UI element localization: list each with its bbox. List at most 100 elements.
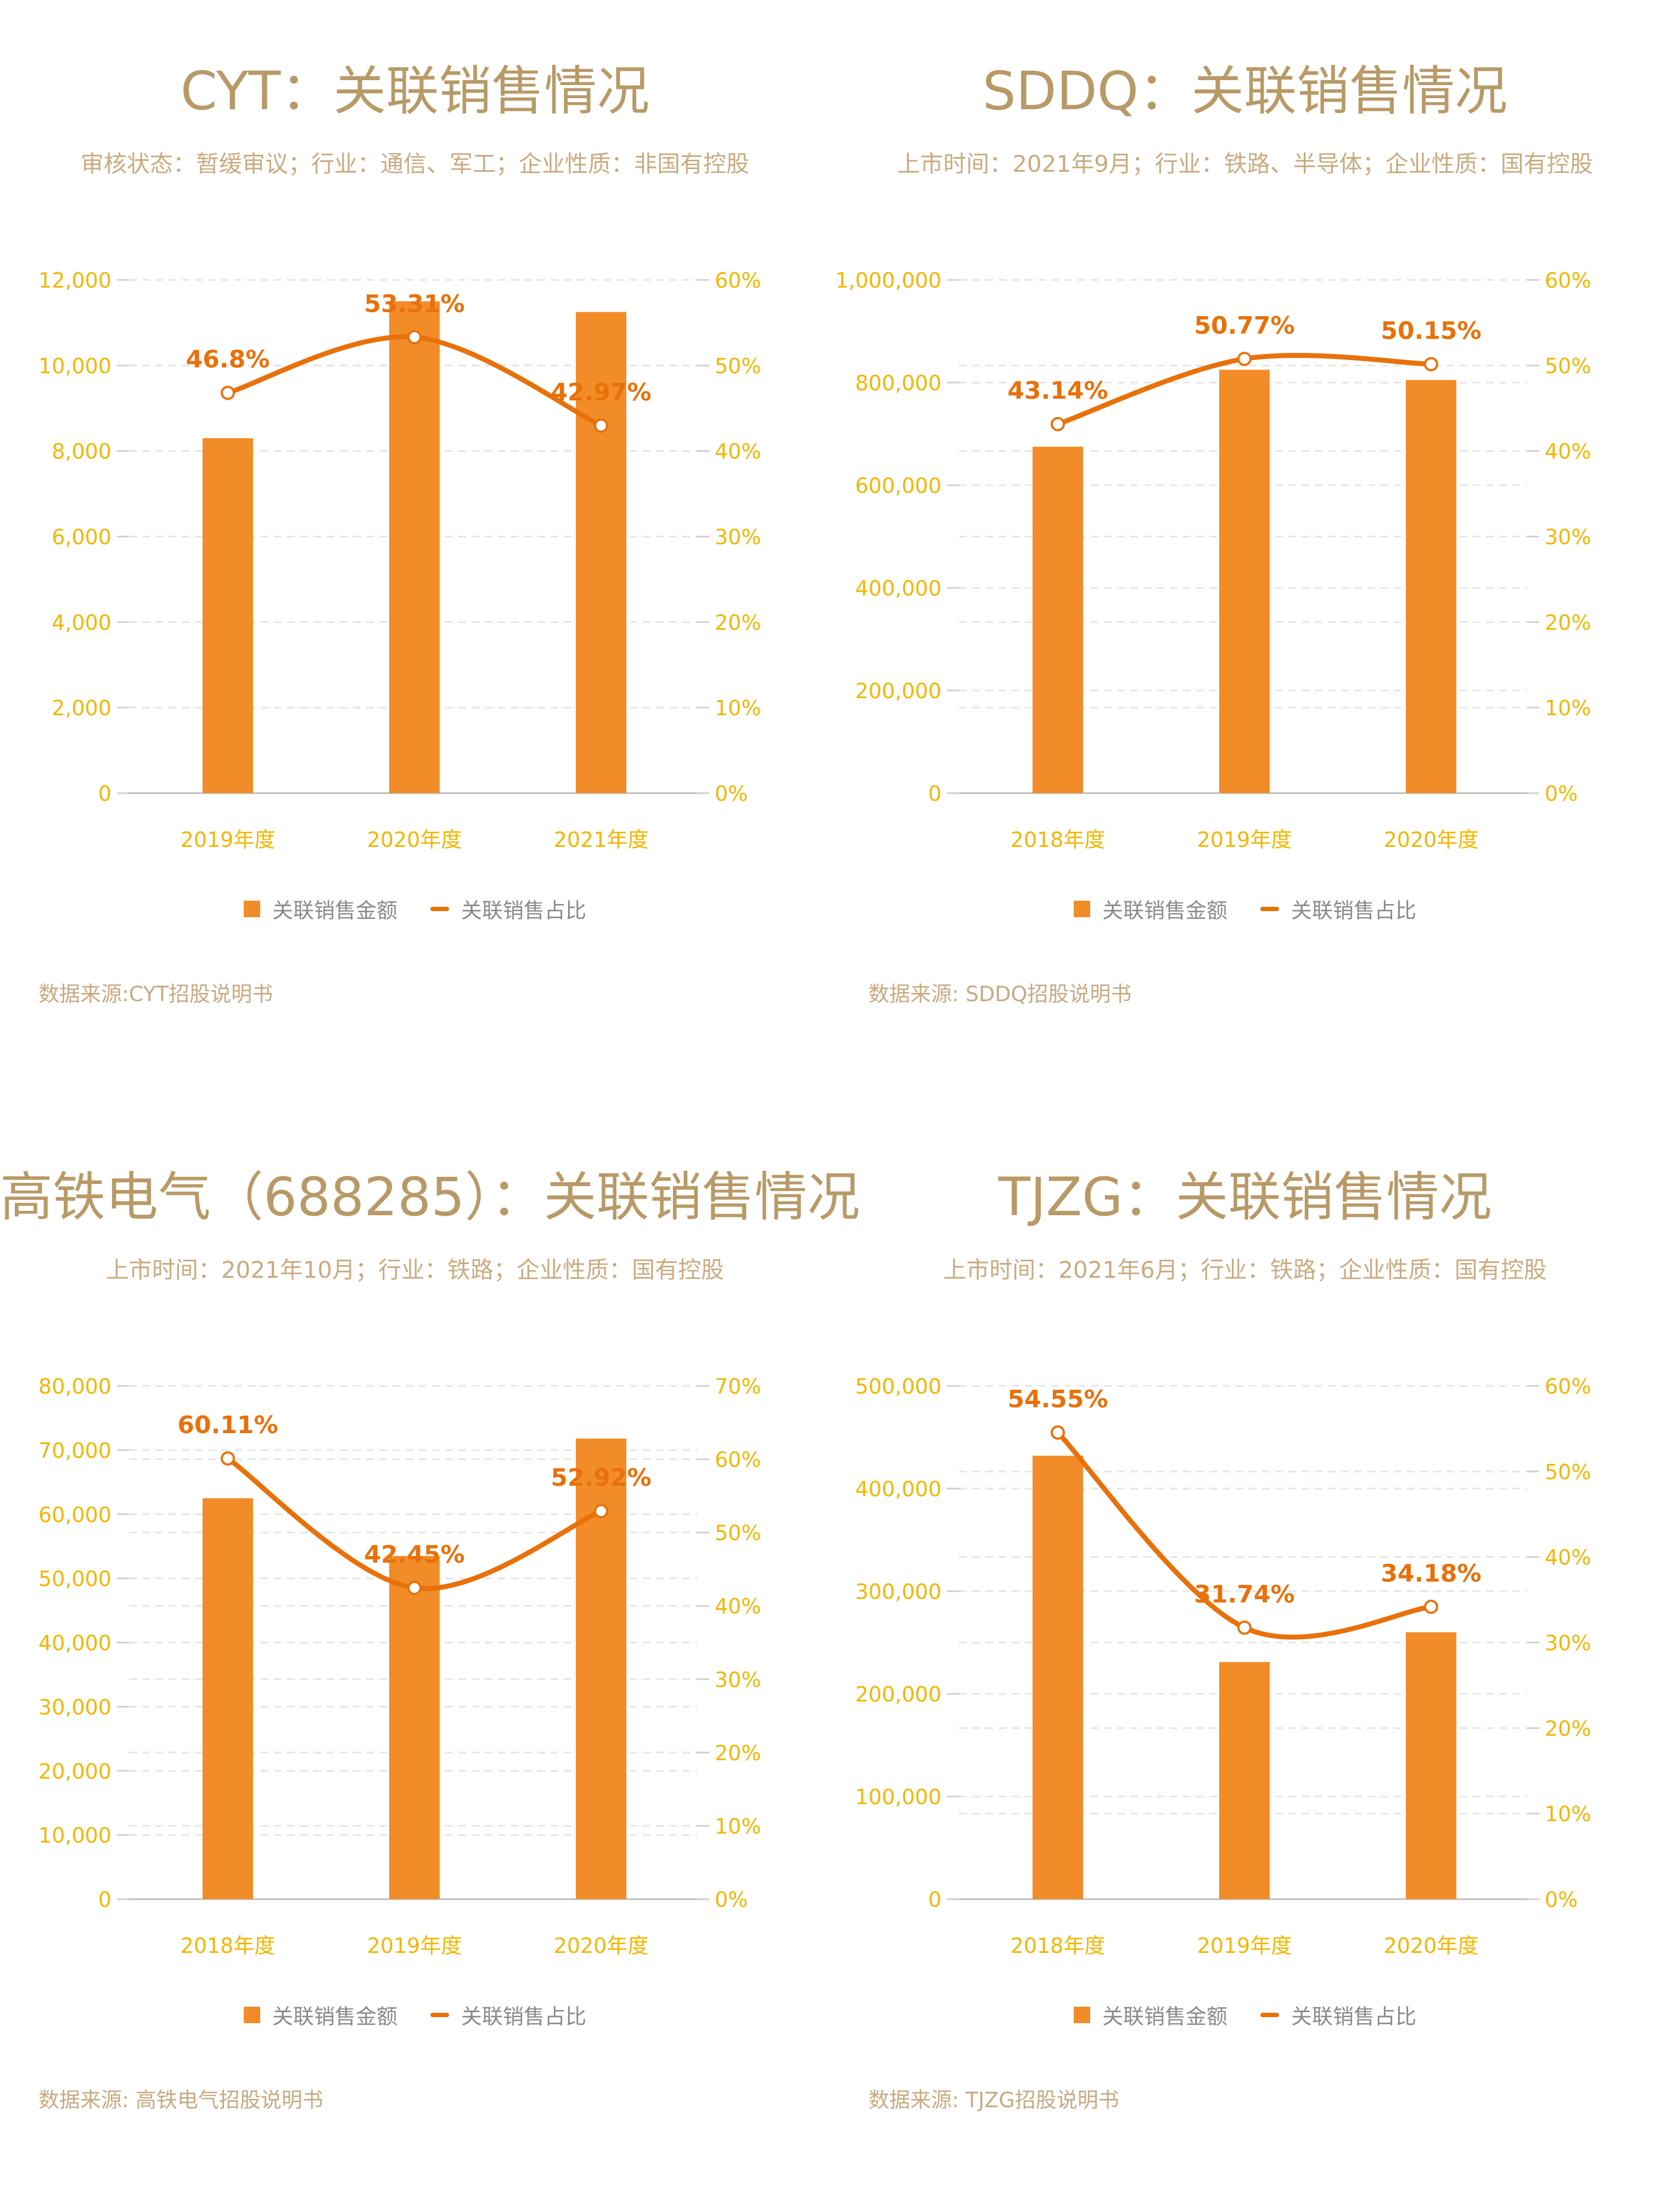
y-left-tick-label: 200,000 xyxy=(855,679,941,703)
panel-subtitle: 上市时间：2021年10月；行业：铁路；企业性质：国有控股 xyxy=(105,1256,725,1283)
x-tick-label: 2019年度 xyxy=(181,828,276,852)
legend-bar-swatch xyxy=(243,900,260,917)
x-tick-label: 2020年度 xyxy=(1384,828,1479,852)
panel-title: TJZG：关联销售情况 xyxy=(998,1166,1492,1228)
data-label: 34.18% xyxy=(1381,1559,1481,1587)
line-point xyxy=(1424,357,1438,372)
chart-legend: 关联销售金额 关联销售占比 xyxy=(0,2000,830,2030)
data-label: 60.11% xyxy=(177,1411,278,1439)
y-left-tick-label: 2,000 xyxy=(52,696,111,720)
y-right-tick-label: 10% xyxy=(715,1814,761,1838)
panel-subtitle: 上市时间：2021年9月；行业：铁路、半导体；企业性质：国有控股 xyxy=(897,150,1593,177)
line-point xyxy=(1051,417,1065,431)
y-right-tick-label: 20% xyxy=(715,610,761,635)
legend-line-swatch xyxy=(1260,2012,1279,2017)
bar xyxy=(1219,1662,1270,1899)
panel-subtitle: 上市时间：2021年6月；行业：铁路；企业性质：国有控股 xyxy=(943,1256,1547,1283)
y-right-tick-label: 40% xyxy=(1545,1546,1591,1570)
chart-panel-tjzg: TJZG：关联销售情况 上市时间：2021年6月；行业：铁路；企业性质：国有控股… xyxy=(830,1106,1660,2212)
y-left-tick-label: 400,000 xyxy=(855,1477,941,1501)
bar xyxy=(389,301,440,793)
y-left-tick-label: 70,000 xyxy=(38,1439,111,1463)
y-left-tick-label: 0 xyxy=(98,782,111,806)
y-left-tick-label: 8,000 xyxy=(52,440,111,464)
y-left-tick-label: 20,000 xyxy=(38,1759,111,1783)
y-right-tick-label: 10% xyxy=(715,696,761,720)
y-right-tick-label: 30% xyxy=(1545,1631,1591,1655)
y-right-tick-label: 60% xyxy=(1545,268,1591,293)
legend-bar-swatch xyxy=(1073,2006,1090,2023)
y-left-tick-label: 40,000 xyxy=(38,1631,111,1655)
x-tick-label: 2018年度 xyxy=(181,1934,276,1958)
chart-panel-sddq: SDDQ：关联销售情况 上市时间：2021年9月；行业：铁路、半导体；企业性质：… xyxy=(830,0,1660,1106)
y-left-tick-label: 30,000 xyxy=(38,1695,111,1719)
data-source: 数据来源:CYT招股说明书 xyxy=(38,982,273,1006)
bar xyxy=(389,1556,440,1899)
legend-line-swatch xyxy=(430,906,449,911)
chart-legend: 关联销售金额 关联销售占比 xyxy=(0,894,830,924)
y-left-tick-label: 60,000 xyxy=(38,1503,111,1527)
legend-item-line[interactable]: 关联销售占比 xyxy=(1260,2000,1416,2030)
data-source: 数据来源: SDDQ招股说明书 xyxy=(868,982,1132,1006)
legend-item-bar[interactable]: 关联销售金额 xyxy=(1073,894,1227,924)
line-point xyxy=(1051,1425,1065,1440)
line-point xyxy=(1237,351,1252,366)
chart-legend: 关联销售金额 关联销售占比 xyxy=(830,894,1660,924)
y-left-tick-label: 0 xyxy=(928,1888,941,1912)
y-right-tick-label: 10% xyxy=(1545,1802,1591,1826)
bar xyxy=(203,438,253,793)
legend-item-line[interactable]: 关联销售占比 xyxy=(1260,894,1416,924)
line-point xyxy=(594,418,608,433)
legend-bar-label: 关联销售金额 xyxy=(1102,899,1227,923)
data-label: 46.8% xyxy=(186,346,270,374)
y-left-tick-label: 200,000 xyxy=(855,1682,941,1706)
data-label: 42.45% xyxy=(364,1541,464,1569)
chart-legend: 关联销售金额 关联销售占比 xyxy=(830,2000,1660,2030)
x-tick-label: 2018年度 xyxy=(1011,828,1106,852)
line-point xyxy=(221,1451,235,1466)
panel-subtitle: 审核状态：暂缓审议；行业：通信、军工；企业性质：非国有控股 xyxy=(80,150,749,177)
y-left-tick-label: 0 xyxy=(928,782,941,806)
line-point xyxy=(1237,1620,1252,1635)
y-right-tick-label: 40% xyxy=(715,1595,761,1619)
legend-item-bar[interactable]: 关联销售金额 xyxy=(1073,2000,1227,2030)
line-point xyxy=(1424,1599,1438,1614)
legend-item-bar[interactable]: 关联销售金额 xyxy=(243,2000,397,2030)
y-left-tick-label: 4,000 xyxy=(52,610,111,635)
y-right-tick-label: 50% xyxy=(1545,354,1591,378)
line-point xyxy=(407,330,422,345)
y-right-tick-label: 20% xyxy=(1545,1716,1591,1741)
y-right-tick-label: 0% xyxy=(715,782,748,806)
y-right-tick-label: 20% xyxy=(1545,610,1591,635)
legend-line-label: 关联销售占比 xyxy=(461,899,587,923)
data-label: 50.77% xyxy=(1194,312,1294,340)
legend-bar-swatch xyxy=(243,2006,260,2023)
legend-item-line[interactable]: 关联销售占比 xyxy=(430,2000,586,2030)
x-tick-label: 2018年度 xyxy=(1011,1934,1106,1958)
x-tick-label: 2019年度 xyxy=(367,1934,462,1958)
y-right-tick-label: 0% xyxy=(1545,782,1578,806)
y-right-tick-label: 70% xyxy=(715,1374,761,1399)
y-right-tick-label: 50% xyxy=(715,354,761,378)
panel-title: CYT：关联销售情况 xyxy=(180,60,650,122)
bar xyxy=(203,1498,253,1899)
legend-item-line[interactable]: 关联销售占比 xyxy=(430,894,586,924)
bar xyxy=(1033,446,1083,793)
legend-line-swatch xyxy=(430,2012,449,2017)
data-label: 31.74% xyxy=(1194,1580,1294,1608)
legend-bar-swatch xyxy=(1073,900,1090,917)
data-label: 43.14% xyxy=(1007,377,1108,405)
x-tick-label: 2020年度 xyxy=(554,1934,649,1958)
legend-item-bar[interactable]: 关联销售金额 xyxy=(243,894,397,924)
bar xyxy=(1406,380,1456,793)
bar xyxy=(576,312,626,793)
y-left-tick-label: 300,000 xyxy=(855,1580,941,1604)
legend-bar-label: 关联销售金额 xyxy=(1102,2005,1227,2029)
y-left-tick-label: 10,000 xyxy=(38,1823,111,1848)
combo-chart: 0 100,000 200,000 300,000 400,000 500,000 0% 10… xyxy=(855,1374,1591,1958)
y-left-tick-label: 50,000 xyxy=(38,1567,111,1591)
line-point xyxy=(221,385,235,400)
y-left-tick-label: 1,000,000 xyxy=(835,268,941,293)
legend-bar-label: 关联销售金额 xyxy=(272,2005,397,2029)
y-right-tick-label: 0% xyxy=(1545,1888,1578,1912)
